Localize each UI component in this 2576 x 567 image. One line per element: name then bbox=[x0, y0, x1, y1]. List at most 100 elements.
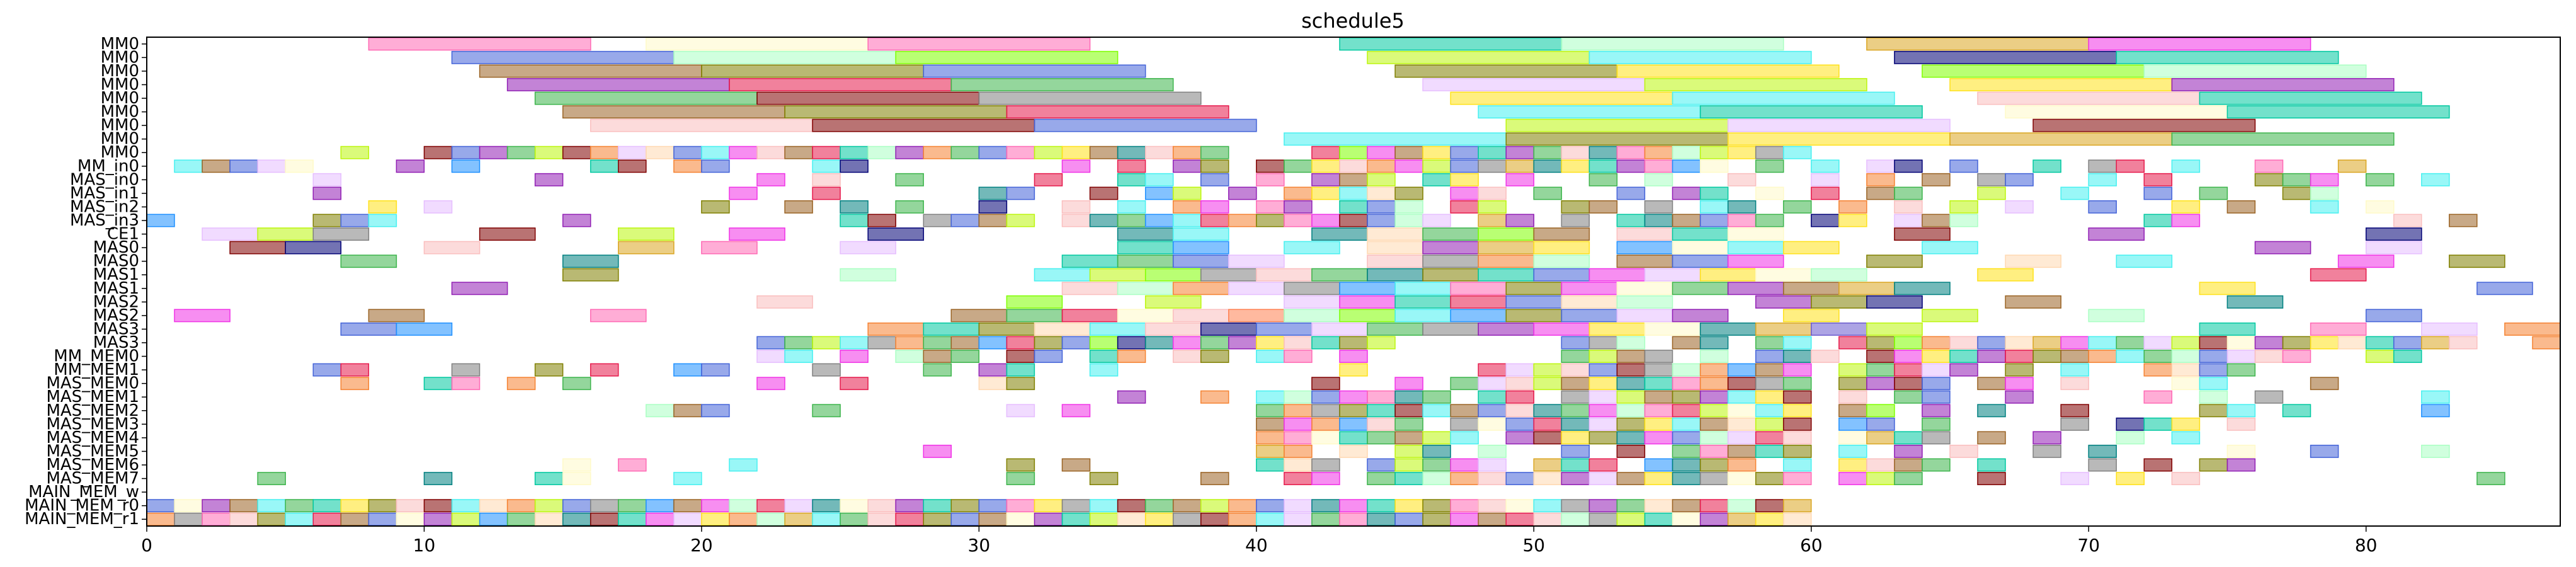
task-bar bbox=[1616, 295, 1673, 309]
task-bar bbox=[174, 309, 231, 323]
task-bar bbox=[1061, 282, 1119, 295]
task-bar bbox=[534, 499, 564, 513]
task-bar bbox=[2171, 336, 2201, 350]
task-bar bbox=[646, 404, 675, 418]
task-bar bbox=[1117, 390, 1146, 404]
task-bar bbox=[895, 350, 924, 364]
task-bar bbox=[174, 499, 203, 513]
task-bar bbox=[1533, 431, 1563, 445]
y-tick-label: MAS_MEM6 bbox=[46, 455, 139, 474]
task-bar bbox=[1367, 336, 1396, 350]
task-bar bbox=[2116, 417, 2145, 431]
y-tick-label: MM0 bbox=[101, 130, 139, 149]
task-bar bbox=[867, 37, 1091, 51]
task-bar bbox=[2254, 159, 2284, 173]
task-bar bbox=[1505, 363, 1535, 377]
task-bar bbox=[1200, 173, 1229, 186]
task-bar bbox=[1006, 295, 1063, 309]
task-bar bbox=[729, 458, 758, 472]
task-bar bbox=[867, 322, 925, 336]
task-bar bbox=[2421, 173, 2450, 186]
task-bar bbox=[1478, 322, 1535, 336]
task-bar bbox=[1644, 350, 1673, 364]
task-bar bbox=[423, 472, 453, 486]
task-bar bbox=[1755, 472, 1784, 486]
task-bar bbox=[1394, 309, 1451, 323]
task-bar bbox=[1699, 146, 1729, 159]
task-bar bbox=[812, 404, 841, 418]
y-tick-label: MAS_in3 bbox=[70, 211, 139, 230]
task-bar bbox=[1894, 50, 2117, 64]
y-tick-label: MAIN_MEM_w bbox=[28, 483, 139, 501]
task-bar bbox=[2476, 472, 2505, 486]
task-bar bbox=[1311, 472, 1340, 486]
task-bar bbox=[812, 186, 841, 200]
task-bar bbox=[812, 173, 841, 186]
task-bar bbox=[1394, 282, 1451, 295]
task-bar bbox=[812, 159, 841, 173]
task-bar bbox=[2254, 173, 2284, 186]
task-bar bbox=[1339, 173, 1368, 186]
task-bar bbox=[1339, 350, 1368, 364]
task-bar bbox=[1367, 458, 1396, 472]
task-bar bbox=[1755, 146, 1784, 159]
task-bar bbox=[756, 499, 785, 513]
task-bar bbox=[2032, 118, 2256, 132]
task-bar bbox=[1478, 105, 1701, 119]
task-bar bbox=[1394, 458, 1423, 472]
task-bar bbox=[950, 499, 980, 513]
task-bar bbox=[618, 159, 647, 173]
task-bar bbox=[257, 159, 286, 173]
task-bar bbox=[1727, 472, 1757, 486]
task-bar bbox=[2337, 336, 2367, 350]
chart-title: schedule5 bbox=[1301, 9, 1405, 33]
x-tick-label: 20 bbox=[690, 535, 713, 556]
task-bar bbox=[1616, 350, 1646, 364]
task-bar bbox=[1450, 377, 1479, 391]
task-bar bbox=[1256, 417, 1285, 431]
task-bar bbox=[285, 512, 314, 526]
task-bar bbox=[1450, 512, 1479, 526]
task-bar bbox=[1672, 377, 1701, 391]
task-bar bbox=[1422, 173, 1451, 186]
task-bar bbox=[312, 363, 342, 377]
task-bar bbox=[1894, 377, 1923, 391]
task-bar bbox=[2088, 458, 2117, 472]
task-bar bbox=[1061, 512, 1091, 526]
task-bar bbox=[1311, 336, 1340, 350]
task-bar bbox=[1588, 146, 1618, 159]
task-bar bbox=[867, 336, 896, 350]
task-bar bbox=[1616, 255, 1673, 268]
task-bar bbox=[1838, 444, 1867, 458]
task-bar bbox=[1089, 322, 1146, 336]
task-bar bbox=[1339, 336, 1368, 350]
task-bar bbox=[1200, 350, 1229, 364]
task-bar bbox=[2005, 295, 2061, 309]
task-bar bbox=[1172, 336, 1202, 350]
task-bar bbox=[1894, 363, 1923, 377]
task-bar bbox=[1061, 404, 1091, 418]
task-bar bbox=[1616, 159, 1646, 173]
task-bar bbox=[1727, 431, 1757, 445]
task-bar bbox=[1644, 472, 1673, 486]
task-bar bbox=[1644, 363, 1673, 377]
task-bar bbox=[1811, 268, 1867, 282]
task-bar bbox=[2393, 214, 2422, 227]
task-bar bbox=[1505, 472, 1535, 486]
task-bar bbox=[1367, 173, 1396, 186]
task-bar bbox=[673, 404, 702, 418]
task-bar bbox=[1394, 431, 1423, 445]
task-bar bbox=[2060, 472, 2089, 486]
task-bar bbox=[1866, 404, 1895, 418]
task-bar bbox=[340, 255, 397, 268]
task-bar bbox=[673, 499, 702, 513]
task-bar bbox=[1367, 390, 1396, 404]
task-bar bbox=[506, 512, 536, 526]
task-bar bbox=[1866, 186, 1895, 200]
task-bar bbox=[1616, 512, 1646, 526]
task-bar bbox=[867, 499, 896, 513]
task-bar bbox=[1616, 64, 1840, 78]
task-bar bbox=[1866, 458, 1895, 472]
task-bar bbox=[895, 200, 924, 214]
task-bar bbox=[1699, 105, 1923, 119]
